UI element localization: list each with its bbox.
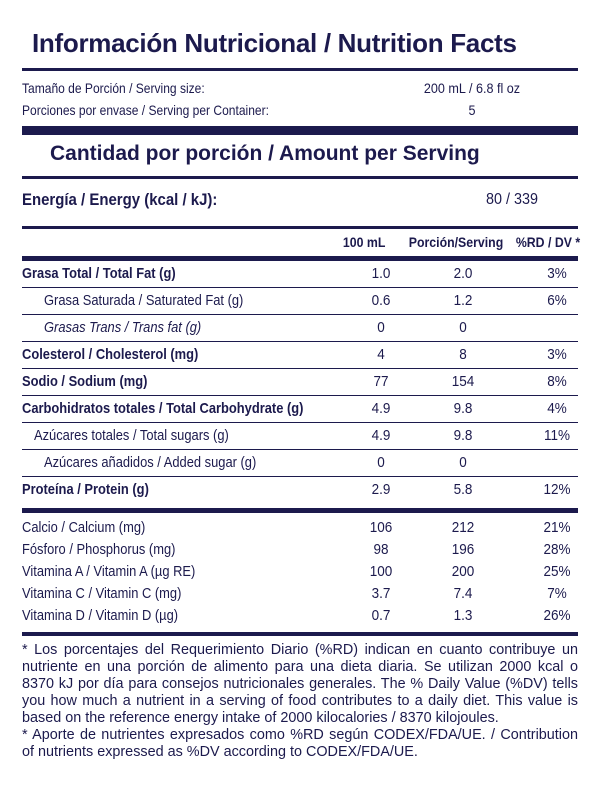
daily-value-percent: 3% — [547, 265, 567, 282]
servings-per-container-value: 5 — [468, 102, 476, 118]
serving-size-label: Tamaño de Porción / Serving size: — [22, 80, 205, 96]
value-per-serving: 212 — [451, 519, 475, 536]
daily-value-percent: 6% — [547, 292, 567, 309]
vitamin-mineral-row: Fósforo / Phosphorus (mg) 98 196 28% — [22, 539, 578, 561]
value-per-serving: 7.4 — [453, 585, 473, 602]
daily-value-percent: 28% — [543, 541, 571, 558]
daily-value-percent: 3% — [547, 346, 567, 363]
nutrient-name: Colesterol / Cholesterol (mg) — [22, 346, 199, 363]
nutrient-name: Grasas Trans / Trans fat (g) — [44, 319, 202, 336]
daily-value-percent: 26% — [543, 607, 571, 624]
value-per-serving: 2.0 — [453, 265, 473, 282]
column-header-daily-value: %RD / DV * — [515, 234, 581, 250]
column-header-serving: Porción/Serving — [408, 234, 504, 250]
vitamin-mineral-name: Vitamina C / Vitamin C (mg) — [22, 585, 182, 602]
footnote-contribution: * Aporte de nutrientes expresados como %… — [22, 727, 578, 760]
vitamin-mineral-row: Vitamina A / Vitamin A (µg RE) 100 200 25% — [22, 561, 578, 583]
value-per-100ml: 4.9 — [371, 427, 391, 444]
minerals-rule — [22, 508, 578, 513]
value-per-100ml: 0.7 — [371, 607, 391, 624]
row-divider — [22, 395, 578, 396]
value-per-100ml: 100 — [369, 563, 393, 580]
nutrient-row: Proteína / Protein (g) 2.9 5.8 12% — [22, 477, 578, 503]
daily-value-percent: 25% — [543, 563, 571, 580]
value-per-serving: 9.8 — [453, 427, 473, 444]
nutrient-row: Sodio / Sodium (mg) 77 154 8% — [22, 369, 578, 395]
energy-rule — [22, 226, 578, 229]
nutrient-name: Azúcares totales / Total sugars (g) — [34, 427, 229, 444]
row-divider — [22, 476, 578, 477]
value-per-serving: 0 — [459, 454, 467, 471]
value-per-serving: 0 — [459, 319, 467, 336]
row-divider — [22, 314, 578, 315]
value-per-serving: 1.3 — [453, 607, 473, 624]
daily-value-percent: 4% — [547, 400, 567, 417]
value-per-serving: 8 — [459, 346, 467, 363]
value-per-100ml: 0 — [377, 319, 385, 336]
value-per-100ml: 106 — [369, 519, 393, 536]
daily-value-percent: 21% — [543, 519, 571, 536]
value-per-serving: 9.8 — [453, 400, 473, 417]
daily-value-percent: 8% — [547, 373, 567, 390]
value-per-100ml: 4.9 — [371, 400, 391, 417]
column-header-100ml: 100 mL — [342, 234, 386, 250]
panel-title: Información Nutricional / Nutrition Fact… — [32, 28, 517, 58]
footnotes: * Los porcentajes del Requerimiento Diar… — [22, 642, 578, 761]
vitamin-mineral-name: Calcio / Calcium (mg) — [22, 519, 146, 536]
value-per-100ml: 2.9 — [371, 481, 391, 498]
columns-rule — [22, 256, 578, 261]
value-per-serving: 1.2 — [453, 292, 473, 309]
nutrient-row: Grasa Saturada / Saturated Fat (g) 0.6 1.2… — [22, 288, 578, 314]
nutrient-row: Azúcares añadidos / Added sugar (g) 0 0 — [22, 450, 578, 476]
serving-size-value: 200 mL / 6.8 fl oz — [423, 80, 521, 96]
row-divider — [22, 287, 578, 288]
vitamin-mineral-row: Vitamina D / Vitamin D (µg) 0.7 1.3 26% — [22, 605, 578, 627]
row-divider — [22, 422, 578, 423]
energy-value: 80 / 339 — [485, 191, 539, 208]
vitamin-mineral-row: Vitamina C / Vitamin C (mg) 3.7 7.4 7% — [22, 583, 578, 605]
value-per-100ml: 77 — [373, 373, 389, 390]
title-rule — [22, 68, 578, 71]
nutrient-name: Azúcares añadidos / Added sugar (g) — [44, 454, 257, 471]
value-per-serving: 200 — [451, 563, 475, 580]
row-divider — [22, 368, 578, 369]
thick-rule-top — [22, 126, 578, 135]
vitamin-mineral-name: Vitamina A / Vitamin A (µg RE) — [22, 563, 196, 580]
amount-rule — [22, 176, 578, 179]
nutrient-row: Carbohidratos totales / Total Carbohydra… — [22, 396, 578, 422]
value-per-100ml: 3.7 — [371, 585, 391, 602]
nutrient-name: Sodio / Sodium (mg) — [22, 373, 148, 390]
value-per-serving: 196 — [451, 541, 475, 558]
nutrient-row: Colesterol / Cholesterol (mg) 4 8 3% — [22, 342, 578, 368]
servings-per-container-label: Porciones por envase / Serving per Conta… — [22, 102, 269, 118]
daily-value-percent: 11% — [543, 427, 571, 444]
value-per-serving: 154 — [451, 373, 475, 390]
value-per-100ml: 0 — [377, 454, 385, 471]
nutrient-row: Grasas Trans / Trans fat (g) 0 0 — [22, 315, 578, 341]
energy-label: Energía / Energy (kcal / kJ): — [22, 190, 218, 209]
nutrient-name: Grasa Saturada / Saturated Fat (g) — [44, 292, 244, 309]
value-per-100ml: 98 — [373, 541, 389, 558]
vitamin-mineral-row: Calcio / Calcium (mg) 106 212 21% — [22, 517, 578, 539]
value-per-100ml: 0.6 — [371, 292, 391, 309]
footnote-rule — [22, 632, 578, 636]
daily-value-percent: 12% — [543, 481, 571, 498]
value-per-100ml: 1.0 — [371, 265, 391, 282]
nutrient-row: Grasa Total / Total Fat (g) 1.0 2.0 3% — [22, 261, 578, 287]
row-divider — [22, 449, 578, 450]
value-per-serving: 5.8 — [453, 481, 473, 498]
vitamin-mineral-name: Vitamina D / Vitamin D (µg) — [22, 607, 179, 624]
row-divider — [22, 341, 578, 342]
nutrient-row: Azúcares totales / Total sugars (g) 4.9 9.… — [22, 423, 578, 449]
amount-per-serving-heading: Cantidad por porción / Amount per Servin… — [50, 142, 480, 165]
daily-value-percent: 7% — [547, 585, 567, 602]
vitamin-mineral-name: Fósforo / Phosphorus (mg) — [22, 541, 176, 558]
nutrient-name: Carbohidratos totales / Total Carbohydra… — [22, 400, 304, 417]
footnote-daily-value: * Los porcentajes del Requerimiento Diar… — [22, 642, 578, 726]
value-per-100ml: 4 — [377, 346, 385, 363]
nutrient-name: Grasa Total / Total Fat (g) — [22, 265, 176, 282]
nutrient-name: Proteína / Protein (g) — [22, 481, 149, 498]
